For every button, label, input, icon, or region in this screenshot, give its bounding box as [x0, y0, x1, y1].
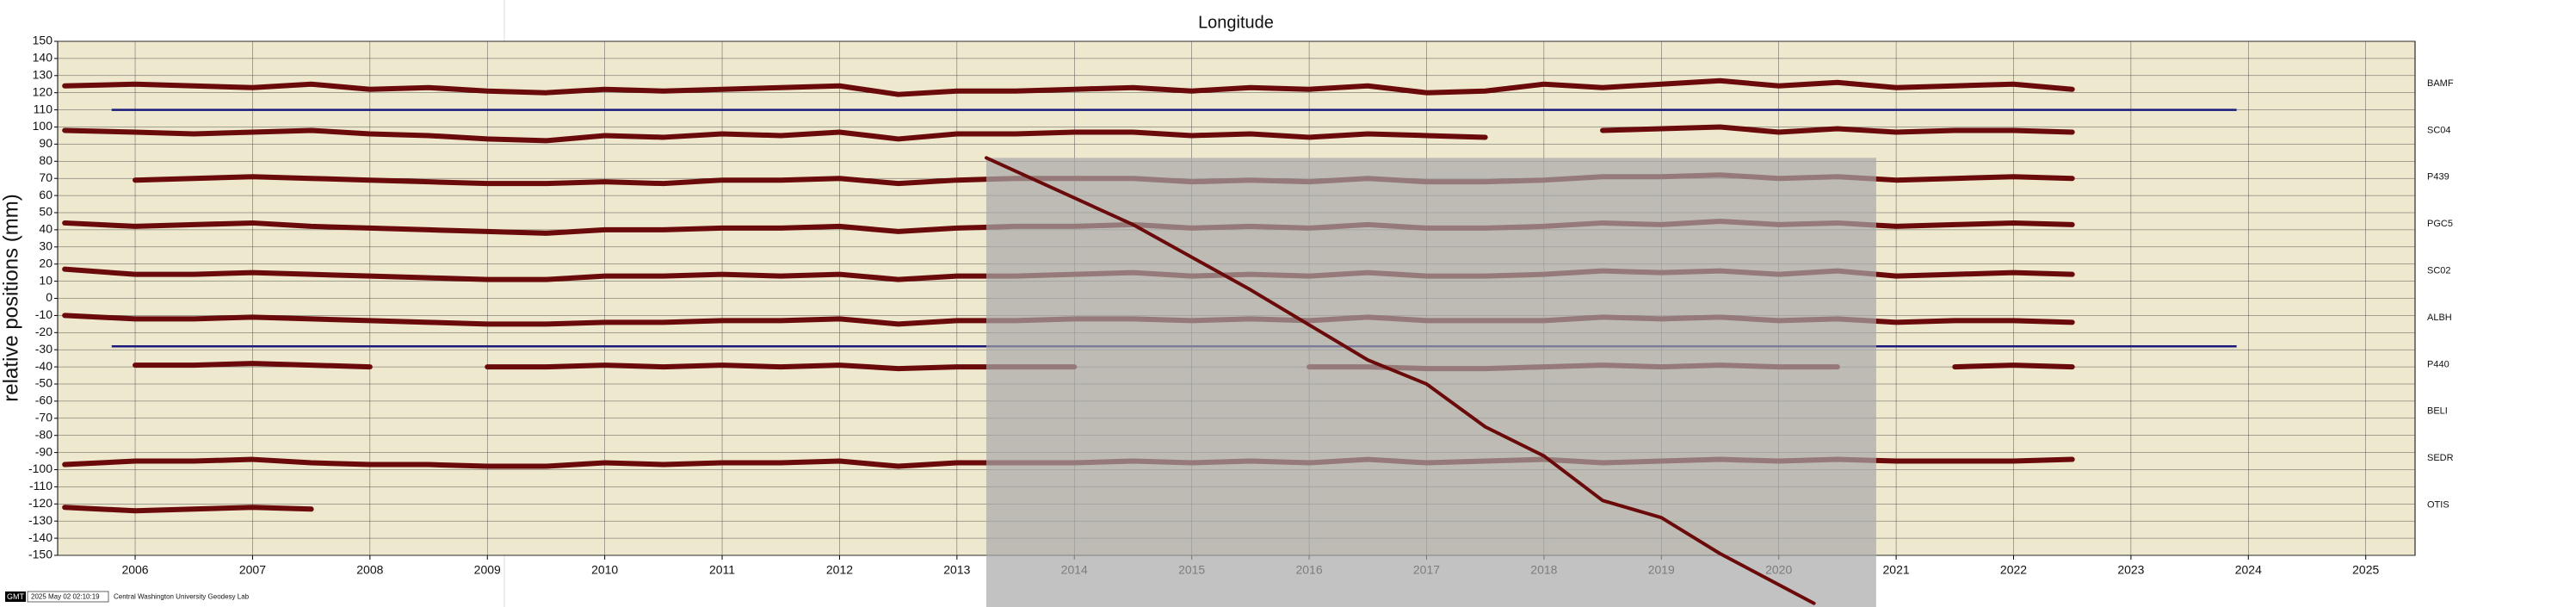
y-tick-label: 80	[39, 153, 53, 167]
series-label: P440	[2427, 359, 2449, 369]
x-tick-label: 2021	[1883, 563, 1910, 577]
y-tick-label: 60	[39, 188, 53, 201]
y-tick-label: -50	[35, 376, 53, 390]
series-line	[133, 361, 373, 370]
y-tick-label: -100	[28, 461, 53, 475]
series-label: OTIS	[2427, 500, 2449, 511]
series-line	[62, 505, 314, 514]
y-tick-label: -90	[35, 444, 53, 458]
y-tick-label: 70	[39, 170, 53, 184]
y-tick-label: 130	[33, 68, 53, 82]
y-tick-label: -20	[35, 325, 53, 338]
y-tick-label: 140	[33, 51, 53, 65]
y-tick-label: -130	[28, 513, 53, 527]
y-tick-label: 90	[39, 136, 53, 150]
series-label: SEDR	[2427, 453, 2454, 463]
series-label: PGC5	[2427, 219, 2453, 229]
series-line	[485, 362, 1078, 372]
y-tick-label: -40	[35, 359, 53, 373]
y-tick-label: 110	[34, 102, 53, 115]
y-tick-label: -30	[35, 342, 53, 356]
x-tick-label: 2011	[709, 563, 735, 577]
x-tick-label: 2007	[239, 563, 266, 577]
y-tick-label: 100	[33, 119, 53, 133]
y-tick-label: -70	[35, 411, 53, 424]
y-tick-label: -60	[35, 393, 53, 407]
timestamp: 2025 May 02 02:10:19	[31, 593, 100, 601]
y-tick-label: 50	[39, 205, 53, 219]
y-tick-label: 150	[33, 34, 53, 47]
series-line	[62, 77, 2075, 97]
shaded-region	[985, 158, 1876, 607]
y-tick-label: -10	[35, 307, 53, 321]
x-tick-label: 2012	[826, 563, 853, 577]
y-tick-label: 10	[39, 273, 53, 287]
y-tick-label: -150	[28, 548, 53, 561]
x-tick-label: 2013	[943, 563, 970, 577]
timestamp-box	[27, 591, 109, 603]
y-tick-label: 40	[39, 222, 53, 236]
series-label: BELI	[2427, 406, 2448, 417]
x-tick-label: 2024	[2235, 563, 2262, 577]
y-tick-label: 30	[39, 239, 53, 253]
x-tick-label: 2010	[591, 563, 618, 577]
y-tick-label: 120	[33, 84, 53, 98]
credit: Central Washington University Geodesy La…	[114, 593, 250, 601]
series-line	[1952, 362, 2075, 370]
series-line	[62, 127, 1488, 144]
series-label: SC02	[2427, 266, 2451, 276]
x-tick-label: 2006	[121, 563, 148, 577]
x-tick-label: 2023	[2117, 563, 2144, 577]
x-tick-label: 2025	[2352, 563, 2379, 577]
y-tick-label: -140	[28, 530, 53, 544]
logo-box	[5, 592, 26, 602]
x-tick-label: 2008	[356, 563, 383, 577]
x-tick-label: 2022	[2000, 563, 2027, 577]
series-label: SC04	[2427, 125, 2451, 135]
series-label: BAMF	[2427, 78, 2454, 89]
x-tick-label: 2009	[474, 563, 501, 577]
series-label: ALBH	[2427, 313, 2452, 323]
y-tick-label: -110	[29, 479, 53, 492]
series-line	[1600, 124, 2075, 135]
y-tick-label: 20	[39, 256, 53, 269]
series-label: P439	[2427, 172, 2449, 183]
y-tick-label: 0	[46, 290, 53, 304]
y-tick-label: -120	[28, 496, 53, 510]
logo: GMT	[7, 592, 24, 601]
y-tick-label: -80	[35, 427, 53, 441]
trend-line	[984, 156, 1816, 605]
y-axis-label: relative positions (mm)	[0, 194, 22, 401]
chart-title: Longitude	[1198, 13, 1274, 32]
